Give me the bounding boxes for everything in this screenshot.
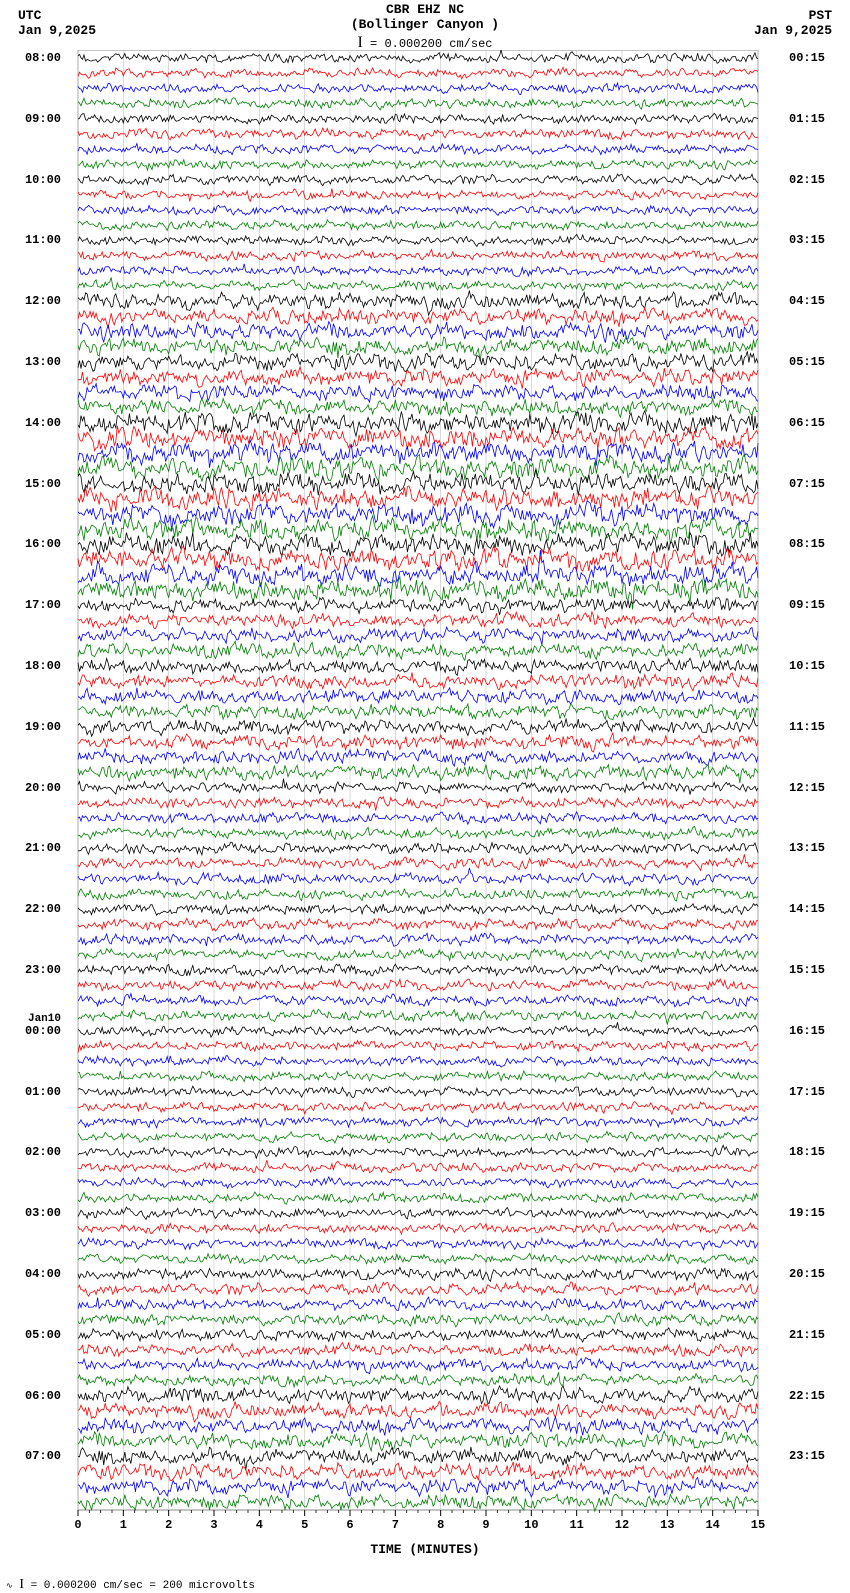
utc-time-label: 18:00 bbox=[25, 660, 61, 672]
utc-time-label: 16:00 bbox=[25, 538, 61, 550]
utc-time-label: 08:00 bbox=[25, 52, 61, 64]
svg-text:4: 4 bbox=[256, 1518, 263, 1532]
footer-text: = 0.000200 cm/sec = 200 microvolts bbox=[31, 1580, 255, 1592]
pst-time-label: 18:15 bbox=[789, 1146, 825, 1158]
pst-time-label: 13:15 bbox=[789, 842, 825, 854]
svg-text:0: 0 bbox=[74, 1518, 81, 1532]
pst-time-label: 01:15 bbox=[789, 113, 825, 125]
utc-time-label: 13:00 bbox=[25, 356, 61, 368]
pst-time-label: 03:15 bbox=[789, 234, 825, 246]
pst-time-label: 22:15 bbox=[789, 1390, 825, 1402]
utc-time-label: 17:00 bbox=[25, 599, 61, 611]
utc-time-label: 12:00 bbox=[25, 295, 61, 307]
utc-date-label: Jan 9,2025 bbox=[18, 23, 96, 38]
utc-time-label: 10:00 bbox=[25, 174, 61, 186]
pst-time-label: 05:15 bbox=[789, 356, 825, 368]
svg-text:13: 13 bbox=[660, 1518, 674, 1532]
svg-text:9: 9 bbox=[482, 1518, 489, 1532]
svg-text:6: 6 bbox=[346, 1518, 353, 1532]
svg-text:10: 10 bbox=[524, 1518, 538, 1532]
pst-time-label: 19:15 bbox=[789, 1207, 825, 1219]
pst-time-label: 02:15 bbox=[789, 174, 825, 186]
utc-time-label: 03:00 bbox=[25, 1207, 61, 1219]
utc-time-label: 06:00 bbox=[25, 1390, 61, 1402]
x-axis-label: TIME (MINUTES) bbox=[0, 1542, 850, 1557]
utc-time-label: 04:00 bbox=[25, 1268, 61, 1280]
svg-text:14: 14 bbox=[705, 1518, 719, 1532]
svg-text:5: 5 bbox=[301, 1518, 308, 1532]
helicorder-chart: 08:00 09:00 10:00 11:00 12:00 13:00 14:00 15:00… bbox=[18, 50, 832, 1540]
utc-time-label: 19:00 bbox=[25, 721, 61, 733]
pst-time-label: 21:15 bbox=[789, 1329, 825, 1341]
utc-time-label: 23:00 bbox=[25, 964, 61, 976]
svg-text:8: 8 bbox=[437, 1518, 444, 1532]
header-right: PST Jan 9,2025 bbox=[754, 8, 832, 38]
svg-text:12: 12 bbox=[615, 1518, 629, 1532]
pst-time-label: 15:15 bbox=[789, 964, 825, 976]
svg-text:3: 3 bbox=[210, 1518, 217, 1532]
svg-text:1: 1 bbox=[120, 1518, 127, 1532]
pst-time-label: 16:15 bbox=[789, 1025, 825, 1037]
scale-value: = 0.000200 cm/sec bbox=[370, 37, 492, 51]
helicorder-svg: 0123456789101112131415 bbox=[18, 50, 818, 1540]
pst-time-label: 09:15 bbox=[789, 599, 825, 611]
pst-time-label: 04:15 bbox=[789, 295, 825, 307]
header-left: UTC Jan 9,2025 bbox=[18, 8, 96, 38]
pst-date-label: Jan 9,2025 bbox=[754, 23, 832, 38]
pst-time-label: 14:15 bbox=[789, 903, 825, 915]
pst-time-label: 12:15 bbox=[789, 782, 825, 794]
pst-time-label: 11:15 bbox=[789, 721, 825, 733]
pst-time-label: 20:15 bbox=[789, 1268, 825, 1280]
pst-time-label: 07:15 bbox=[789, 478, 825, 490]
footer: ∿ I = 0.000200 cm/sec = 200 microvolts bbox=[6, 1577, 850, 1593]
pst-time-label: 00:15 bbox=[789, 52, 825, 64]
svg-text:2: 2 bbox=[165, 1518, 172, 1532]
pst-time-label: 06:15 bbox=[789, 417, 825, 429]
pst-tz-label: PST bbox=[754, 8, 832, 23]
utc-time-label: 20:00 bbox=[25, 782, 61, 794]
utc-time-label: 14:00 bbox=[25, 417, 61, 429]
svg-text:11: 11 bbox=[569, 1518, 583, 1532]
station-code: CBR EHZ NC bbox=[351, 2, 499, 17]
utc-tz-label: UTC bbox=[18, 8, 96, 23]
utc-time-label: 00:00 bbox=[25, 1025, 61, 1037]
utc-time-label: 15:00 bbox=[25, 478, 61, 490]
utc-time-label: 05:00 bbox=[25, 1329, 61, 1341]
pst-time-label: 23:15 bbox=[789, 1450, 825, 1462]
utc-time-label: 21:00 bbox=[25, 842, 61, 854]
header: UTC Jan 9,2025 CBR EHZ NC (Bollinger Can… bbox=[0, 0, 850, 50]
pst-time-label: 10:15 bbox=[789, 660, 825, 672]
utc-time-label: 22:00 bbox=[25, 903, 61, 915]
pst-time-label: 08:15 bbox=[789, 538, 825, 550]
utc-time-label: 09:00 bbox=[25, 113, 61, 125]
utc-time-label: 01:00 bbox=[25, 1086, 61, 1098]
station-location: (Bollinger Canyon ) bbox=[351, 17, 499, 32]
utc-time-label: 07:00 bbox=[25, 1450, 61, 1462]
utc-time-label: 02:00 bbox=[25, 1146, 61, 1158]
pst-time-label: 17:15 bbox=[789, 1086, 825, 1098]
header-center: CBR EHZ NC (Bollinger Canyon ) I = 0.000… bbox=[351, 2, 499, 52]
svg-text:15: 15 bbox=[751, 1518, 765, 1532]
svg-text:7: 7 bbox=[392, 1518, 399, 1532]
utc-time-label: 11:00 bbox=[25, 234, 61, 246]
